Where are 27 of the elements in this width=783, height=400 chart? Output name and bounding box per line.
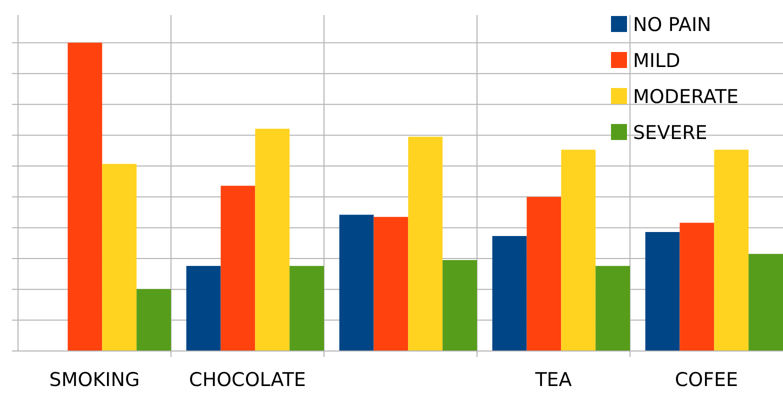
bar <box>102 164 137 351</box>
x-tick-label: COFEE <box>674 369 738 391</box>
bar <box>714 150 749 351</box>
bar <box>645 232 680 351</box>
x-tick-label: CHOCOLATE <box>189 369 306 391</box>
legend-label: NO PAIN <box>633 14 712 36</box>
bar <box>220 186 256 351</box>
bar <box>136 289 171 351</box>
bar <box>68 42 102 351</box>
bar <box>492 236 527 351</box>
bar <box>442 260 477 351</box>
bar <box>526 196 562 351</box>
bar <box>374 216 408 351</box>
legend-label: MODERATE <box>633 86 739 108</box>
legend-label: SEVERE <box>633 122 708 144</box>
x-tick-label: TEA <box>534 369 572 391</box>
bar <box>186 266 221 351</box>
bar <box>748 254 783 351</box>
bar <box>408 136 443 351</box>
bar <box>596 266 630 351</box>
bar <box>255 128 290 351</box>
bar <box>339 214 374 351</box>
legend-label: MILD <box>633 50 680 72</box>
bar <box>290 266 324 351</box>
bar <box>561 150 596 351</box>
bar <box>680 222 714 351</box>
x-tick-label: SMOKING <box>49 369 140 391</box>
